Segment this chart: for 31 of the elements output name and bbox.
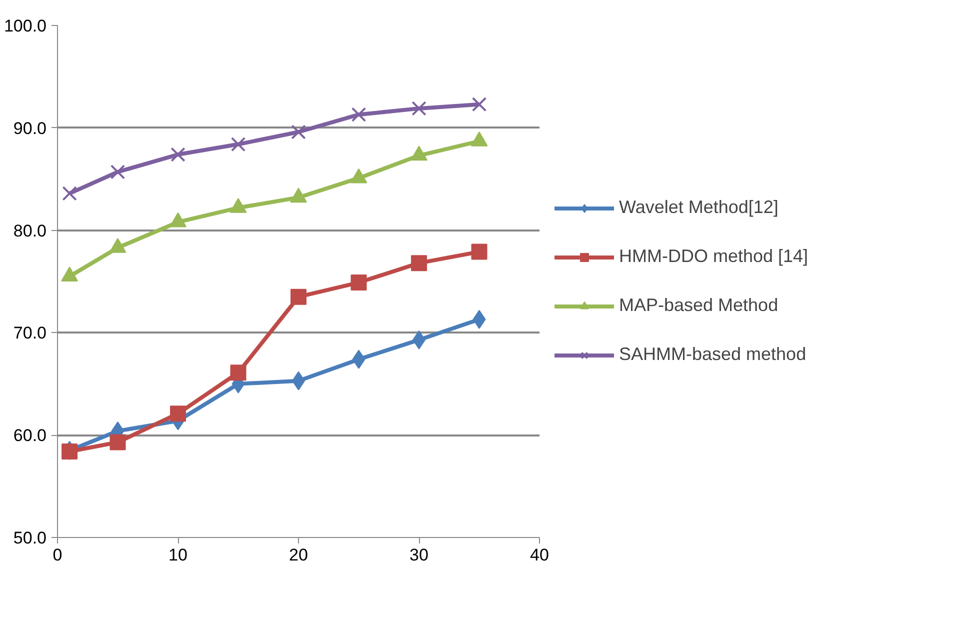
point [350, 274, 367, 291]
legend-label: Wavelet Method[12] [619, 197, 778, 218]
x-tick-label: 0 [52, 546, 62, 564]
point [351, 107, 366, 122]
y-tick-label: 50.0 [13, 528, 47, 548]
point [62, 186, 77, 201]
point [291, 124, 306, 140]
y-tick-label: 70.0 [13, 324, 47, 343]
point [170, 147, 186, 162]
legend-label: MAP-based Method [619, 295, 778, 316]
x-tick-label: 20 [289, 546, 308, 564]
y-tick-label: 100.0 [4, 16, 47, 36]
legend-label: HMM-DDO method [14] [619, 246, 808, 267]
point [230, 136, 246, 152]
point [62, 443, 78, 460]
y-tick-label: 80.0 [13, 221, 47, 240]
x-tick-label: 30 [410, 546, 428, 564]
point [471, 244, 488, 260]
x-tick-label: 10 [168, 546, 188, 564]
y-tick-label: 60.0 [13, 426, 47, 446]
legend-label: SAHMM-based method [619, 344, 806, 365]
point [110, 164, 126, 180]
y-tick-label: 90.0 [13, 118, 47, 138]
point [472, 96, 487, 112]
point [230, 364, 246, 381]
x-tick-label: 40 [530, 546, 549, 564]
point [412, 101, 426, 116]
point [110, 434, 126, 450]
point [411, 255, 427, 272]
point [290, 288, 306, 305]
point [170, 406, 186, 422]
